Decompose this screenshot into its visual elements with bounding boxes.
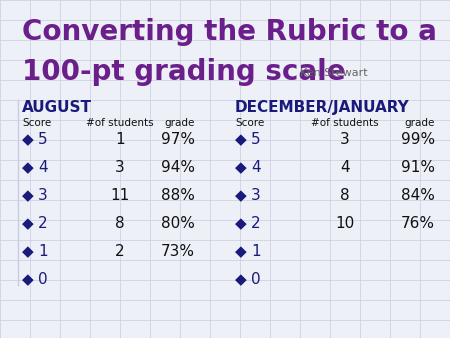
Text: ◆: ◆	[235, 161, 247, 175]
Text: ◆: ◆	[22, 272, 34, 288]
Text: 76%: 76%	[401, 217, 435, 232]
Text: 4: 4	[340, 161, 350, 175]
Text: #of students: #of students	[311, 118, 379, 128]
Text: ◆: ◆	[22, 189, 34, 203]
Text: 4: 4	[38, 161, 48, 175]
Text: 5: 5	[38, 132, 48, 147]
Text: 2: 2	[38, 217, 48, 232]
Text: ◆: ◆	[22, 161, 34, 175]
Text: 73%: 73%	[161, 244, 195, 260]
Text: 88%: 88%	[161, 189, 195, 203]
Text: ◆: ◆	[22, 217, 34, 232]
Text: 10: 10	[335, 217, 355, 232]
Text: 91%: 91%	[401, 161, 435, 175]
Text: Ken Stewart: Ken Stewart	[300, 68, 368, 78]
Text: 80%: 80%	[161, 217, 195, 232]
Text: ◆: ◆	[22, 132, 34, 147]
Text: ◆: ◆	[235, 217, 247, 232]
Text: 8: 8	[115, 217, 125, 232]
Text: 3: 3	[340, 132, 350, 147]
Text: 8: 8	[340, 189, 350, 203]
Text: grade: grade	[405, 118, 435, 128]
Text: Score: Score	[235, 118, 264, 128]
Text: 4: 4	[251, 161, 261, 175]
Text: 84%: 84%	[401, 189, 435, 203]
Text: 3: 3	[115, 161, 125, 175]
Text: ◆: ◆	[235, 244, 247, 260]
Text: 97%: 97%	[161, 132, 195, 147]
Text: 1: 1	[251, 244, 261, 260]
Text: Converting the Rubric to a: Converting the Rubric to a	[22, 18, 437, 46]
Text: 0: 0	[38, 272, 48, 288]
Text: DECEMBER/JANUARY: DECEMBER/JANUARY	[235, 100, 410, 115]
Text: 5: 5	[251, 132, 261, 147]
Text: 3: 3	[251, 189, 261, 203]
Text: 1: 1	[115, 132, 125, 147]
Text: 0: 0	[251, 272, 261, 288]
Text: 100-pt grading scale: 100-pt grading scale	[22, 58, 346, 86]
Text: Score: Score	[22, 118, 51, 128]
Text: AUGUST: AUGUST	[22, 100, 92, 115]
Text: 94%: 94%	[161, 161, 195, 175]
Text: 99%: 99%	[401, 132, 435, 147]
Text: ◆: ◆	[235, 132, 247, 147]
Text: 2: 2	[115, 244, 125, 260]
Text: 3: 3	[38, 189, 48, 203]
Text: grade: grade	[165, 118, 195, 128]
Text: ◆: ◆	[235, 272, 247, 288]
Text: ◆: ◆	[235, 189, 247, 203]
Text: 1: 1	[38, 244, 48, 260]
Text: ◆: ◆	[22, 244, 34, 260]
Text: 11: 11	[110, 189, 130, 203]
Text: 2: 2	[251, 217, 261, 232]
Text: #of students: #of students	[86, 118, 154, 128]
